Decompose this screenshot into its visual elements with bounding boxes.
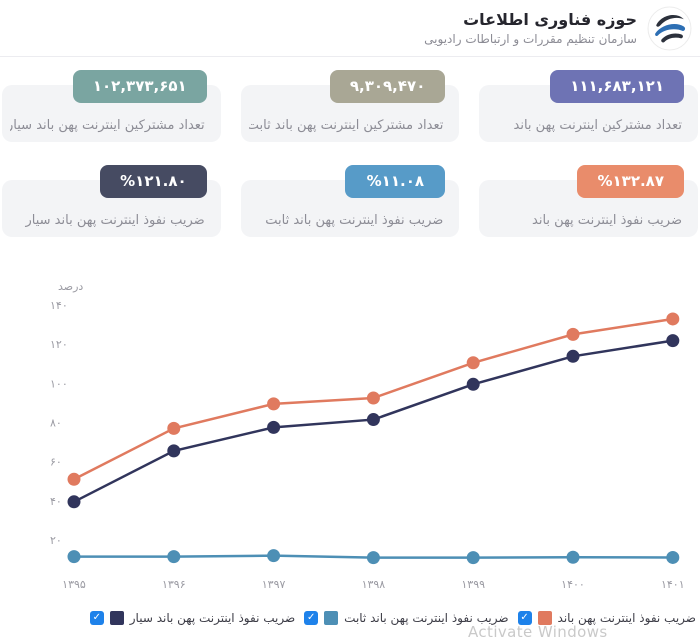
penetration-trend-chart[interactable]: درصد ۱۴۰ ۱۲۰ ۱۰۰ ۸۰ ۶۰ ۴۰ ۲۰ ۱۳۹۵ ۱۳۹۶ ۱۳۹۷ ۱۳۹۸ ۱۳۹… — [0, 270, 700, 606]
card-mobile-broadband-subscribers: ۱۰۲,۳۷۳,۶۵۱ تعداد مشترکین اینترنت پهن با… — [2, 70, 221, 142]
stat-label: ضریب نفوذ اینترنت پهن باند ثابت — [265, 213, 444, 228]
svg-text:۱۲۰: ۱۲۰ — [50, 338, 68, 351]
svg-text:۱۳۹۸: ۱۳۹۸ — [362, 578, 386, 591]
stat-label: ضریب نفوذ اینترنت پهن باند سیار — [25, 213, 205, 228]
card-fixed-penetration: %۱۱.۰۸ ضریب نفوذ اینترنت پهن باند ثابت — [240, 165, 460, 237]
svg-text:۸۰: ۸۰ — [50, 416, 62, 429]
checkbox-checked-icon[interactable] — [304, 611, 319, 625]
svg-text:۱۴۰: ۱۴۰ — [50, 299, 68, 312]
card-broadband-subscribers: ۱۱۱,۶۸۳,۱۲۱ تعداد مشترکین اینترنت پهن با… — [479, 70, 698, 142]
stat-badge-fixed-subscribers: ۹,۳۰۹,۴۷۰ — [329, 70, 446, 103]
svg-text:۱۳۹۹: ۱۳۹۹ — [461, 578, 485, 591]
stat-label: ضریب نفوذ اینترنت پهن باند — [532, 213, 682, 228]
series-color-swatch — [109, 611, 124, 625]
stat-label: تعداد مشترکین اینترنت پهن باند — [513, 118, 682, 133]
checkbox-checked-icon[interactable] — [89, 611, 104, 625]
stat-label: تعداد مشترکین اینترنت پهن باند سیار — [10, 118, 205, 133]
svg-text:۱۳۹۵: ۱۳۹۵ — [62, 578, 86, 591]
chart-legend: ضریب نفوذ اینترنت پهن باند ضریب نفوذ این… — [4, 604, 696, 632]
legend-label: ضریب نفوذ اینترنت پهن باند سیار — [129, 611, 296, 625]
svg-text:۱۴۰۱: ۱۴۰۱ — [661, 578, 685, 591]
cra-logo-icon — [647, 6, 692, 51]
svg-text:۱۳۹۶: ۱۳۹۶ — [162, 578, 186, 591]
svg-text:۱۴۰۰: ۱۴۰۰ — [561, 578, 585, 591]
checkbox-checked-icon[interactable] — [517, 611, 532, 625]
svg-text:درصد: درصد — [58, 280, 83, 293]
legend-label: ضریب نفوذ اینترنت پهن باند ثابت — [344, 611, 509, 625]
svg-text:۱۳۹۷: ۱۳۹۷ — [262, 578, 286, 591]
svg-text:۲۰: ۲۰ — [50, 534, 62, 547]
series-color-swatch — [537, 611, 552, 625]
activate-windows-watermark: Activate Windows — [468, 623, 608, 641]
page-subtitle: سازمان تنظیم مقررات و ارتباطات رادیویی — [424, 31, 637, 46]
card-broadband-penetration: %۱۳۲.۸۷ ضریب نفوذ اینترنت پهن باند — [479, 165, 698, 237]
stat-badge-broadband-subscribers: ۱۱۱,۶۸۳,۱۲۱ — [550, 70, 684, 103]
stat-label: تعداد مشترکین اینترنت پهن باند ثابت — [248, 118, 444, 133]
page-title: حوزه فناوری اطلاعات — [463, 9, 637, 29]
stat-badge-fixed-penetration: %۱۱.۰۸ — [345, 165, 446, 198]
stat-badge-mobile-penetration: %۱۲۱.۸۰ — [100, 165, 207, 198]
legend-item-fixed-penetration[interactable]: ضریب نفوذ اینترنت پهن باند ثابت — [304, 611, 509, 625]
series-color-swatch — [324, 611, 339, 625]
stat-cards: ۱۱۱,۶۸۳,۱۲۱ تعداد مشترکین اینترنت پهن با… — [2, 70, 698, 237]
legend-item-broadband-penetration[interactable]: ضریب نفوذ اینترنت پهن باند — [517, 611, 696, 625]
svg-text:۱۰۰: ۱۰۰ — [50, 377, 68, 390]
header: حوزه فناوری اطلاعات سازمان تنظیم مقررات … — [0, 0, 700, 57]
card-fixed-broadband-subscribers: ۹,۳۰۹,۴۷۰ تعداد مشترکین اینترنت پهن باند… — [240, 70, 460, 142]
legend-item-mobile-penetration[interactable]: ضریب نفوذ اینترنت پهن باند سیار — [89, 611, 296, 625]
svg-text:۴۰: ۴۰ — [50, 495, 62, 508]
chart-area: درصد ۱۴۰ ۱۲۰ ۱۰۰ ۸۰ ۶۰ ۴۰ ۲۰ ۱۳۹۵ ۱۳۹۶ ۱۳۹۷ ۱۳۹۸ ۱۳۹… — [0, 270, 700, 606]
stat-badge-broadband-penetration: %۱۳۲.۸۷ — [577, 165, 684, 198]
svg-text:۶۰: ۶۰ — [50, 456, 62, 469]
legend-label: ضریب نفوذ اینترنت پهن باند — [557, 611, 696, 625]
stat-badge-mobile-subscribers: ۱۰۲,۳۷۳,۶۵۱ — [72, 70, 207, 103]
card-mobile-penetration: %۱۲۱.۸۰ ضریب نفوذ اینترنت پهن باند سیار — [2, 165, 221, 237]
